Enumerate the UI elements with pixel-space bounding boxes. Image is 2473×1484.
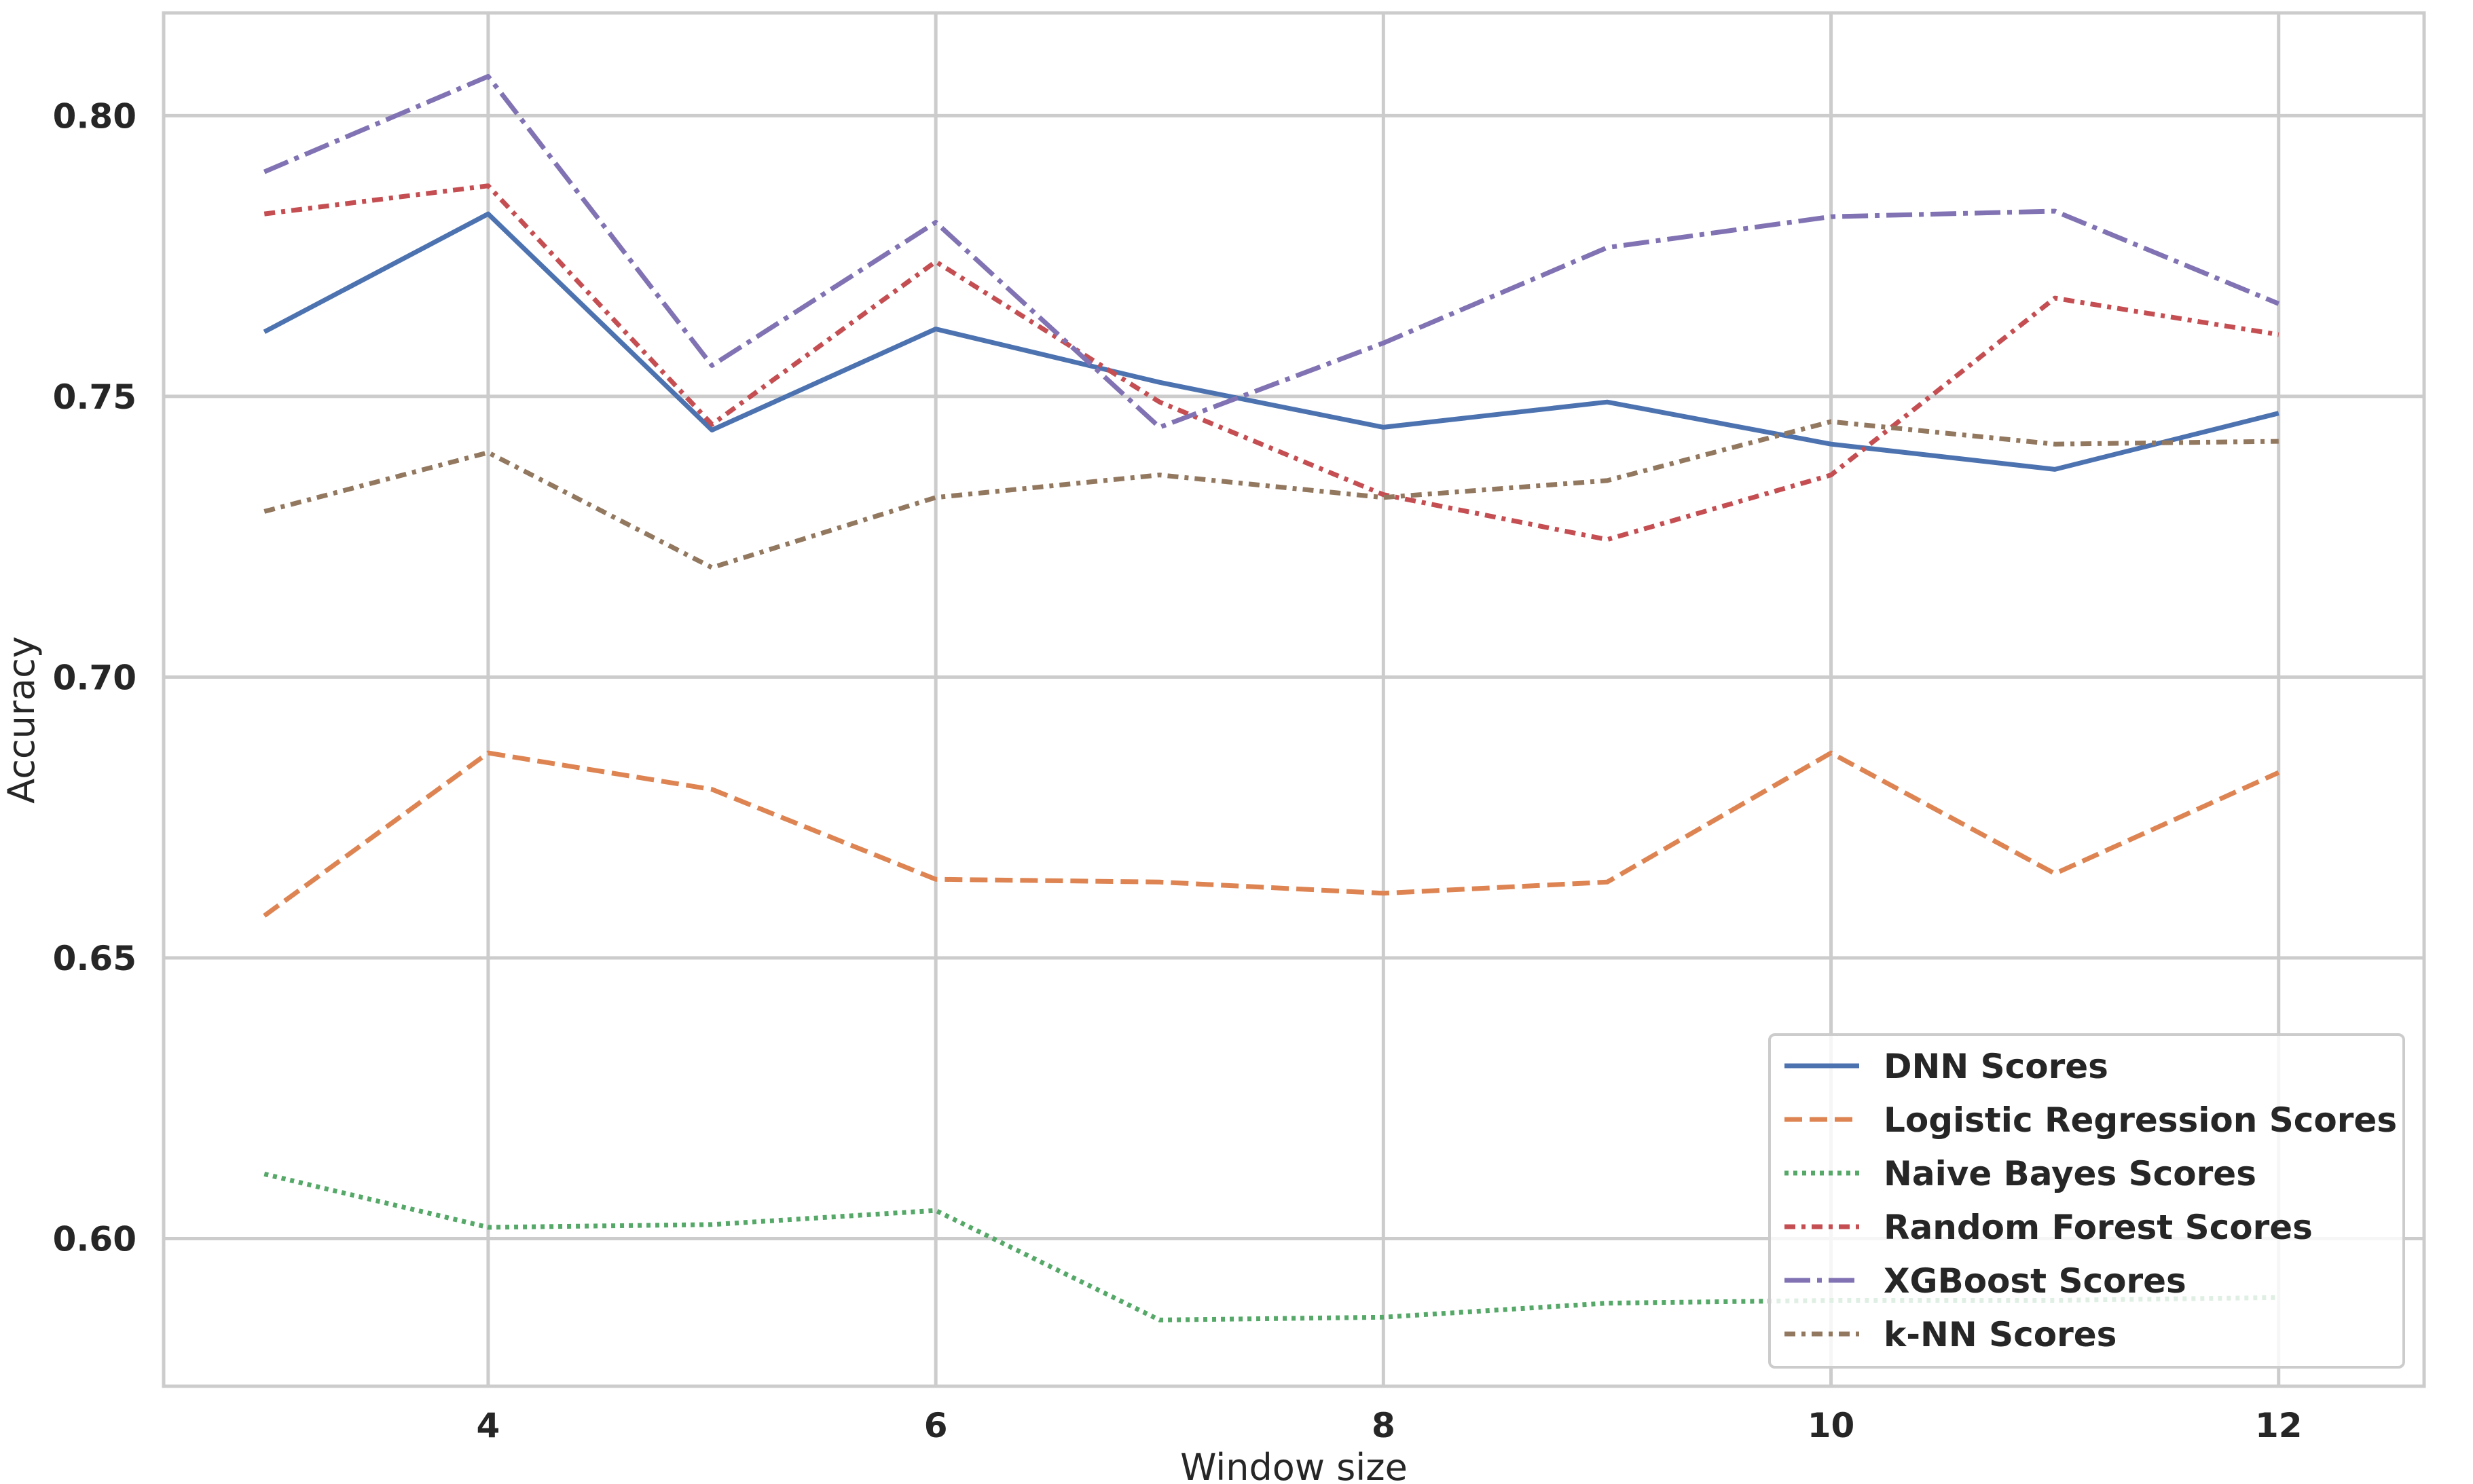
series-group	[263, 74, 2280, 1322]
series-line-3	[263, 183, 2279, 542]
legend-label-0: DNN Scores	[1884, 1047, 2108, 1086]
series-line-1	[263, 750, 2280, 918]
legend: DNN Scores Logistic Regression Scores Naiv…	[1768, 1033, 2405, 1369]
legend-label-1: Logistic Regression Scores	[1884, 1100, 2397, 1140]
x-axis-label: Window size	[1180, 1446, 1408, 1484]
y-tick-label: 0.65	[53, 939, 136, 978]
series-line-4	[263, 74, 2280, 430]
y-tick-label: 0.75	[53, 377, 136, 417]
x-tick-label: 8	[1372, 1406, 1395, 1445]
legend-box	[1768, 1033, 2405, 1369]
legend-label-2: Naive Bayes Scores	[1884, 1154, 2256, 1193]
legend-label-4: XGBoost Scores	[1884, 1261, 2186, 1301]
x-tick-label: 12	[2255, 1406, 2303, 1445]
plot-frame	[162, 11, 2426, 1388]
series-line-5	[263, 419, 2279, 570]
series-line-0	[263, 211, 2279, 472]
y-tick-label: 0.80	[53, 96, 136, 136]
tick-labels: 4 6 8 10 12 0.60 0.65 0.70 0.75 0.80	[53, 96, 2303, 1445]
y-tick-label: 0.70	[53, 658, 136, 697]
y-axis-label: Accuracy	[0, 636, 43, 804]
grid	[164, 13, 2424, 1386]
legend-label-5: k-NN Scores	[1884, 1315, 2117, 1354]
y-tick-label: 0.60	[53, 1219, 136, 1259]
x-tick-label: 10	[1808, 1406, 1855, 1445]
x-tick-label: 6	[924, 1406, 948, 1445]
x-tick-label: 4	[477, 1406, 500, 1445]
legend-label-3: Random Forest Scores	[1884, 1208, 2313, 1247]
